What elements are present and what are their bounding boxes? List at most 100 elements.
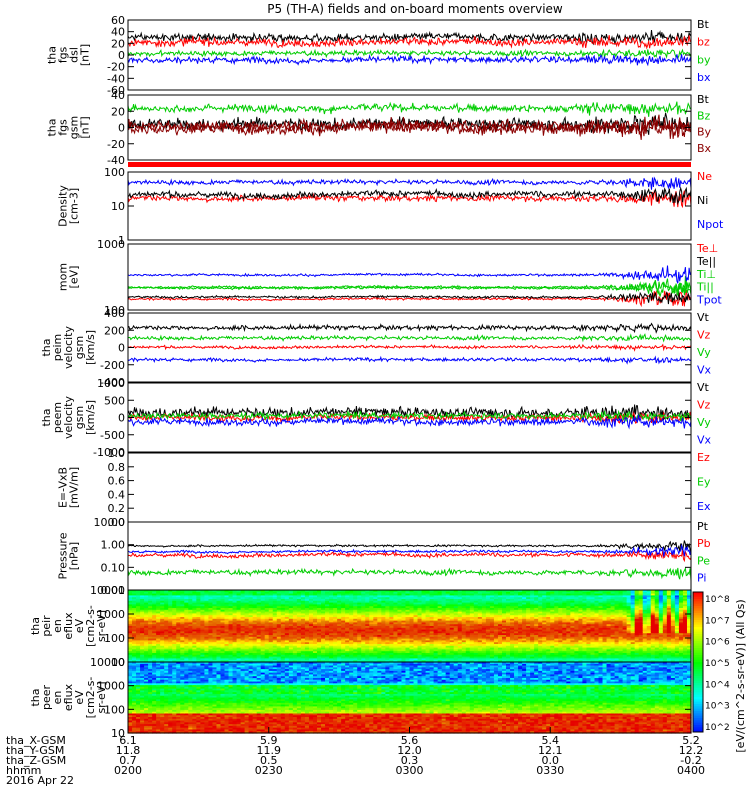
- spectrogram-cell: [156, 595, 161, 598]
- spectrogram-cell: [216, 602, 222, 605]
- spectrogram-cell: [256, 645, 262, 649]
- spectrogram-cell: [208, 618, 214, 622]
- spectrogram-cell: [164, 636, 169, 640]
- spectrogram-cell: [296, 627, 302, 631]
- spectrogram-cell: [188, 595, 193, 598]
- spectrogram-cell: [224, 660, 230, 663]
- spectrogram-cell: [308, 602, 314, 605]
- spectrogram-cell: [292, 631, 298, 634]
- spectrogram-cell: [300, 590, 306, 593]
- spectrogram-cell: [300, 636, 306, 640]
- spectrogram-cell: [236, 635, 242, 638]
- spectrogram-cell: [308, 591, 314, 595]
- spectrogram-cell: [264, 645, 270, 649]
- spectrogram-cell: [176, 617, 181, 620]
- spectrogram-cell: [260, 660, 266, 663]
- spectrogram-cell: [317, 590, 322, 593]
- spectrogram-cell: [341, 600, 346, 604]
- spectrogram-cell: [156, 642, 161, 645]
- spectrogram-cell: [160, 615, 165, 618]
- spectrogram-cell: [276, 604, 282, 607]
- spectrogram-cell: [244, 611, 250, 614]
- series-line-Bt: [127, 29, 692, 46]
- spectrogram-cell: [304, 600, 310, 604]
- spectrogram-cell: [212, 635, 218, 638]
- spectrogram-cell: [196, 622, 201, 625]
- spectrogram-cell: [164, 626, 169, 629]
- spectrogram-cell: [284, 615, 290, 618]
- spectrogram-cell: [304, 595, 310, 598]
- spectrogram-cell: [152, 608, 157, 611]
- spectrogram-cell: [160, 654, 165, 658]
- spectrogram-cell: [212, 611, 218, 614]
- spectrogram-cell: [300, 620, 306, 623]
- spectrogram-cell: [308, 626, 314, 629]
- spectrogram-cell: [180, 600, 185, 604]
- spectrogram-cell: [236, 649, 242, 652]
- spectrogram-cell: [168, 597, 173, 600]
- spectrogram-cell: [329, 624, 334, 627]
- spectrogram-cell: [216, 645, 222, 649]
- spectrogram-cell: [325, 609, 330, 613]
- legend-entry-Pi: Pi: [697, 571, 706, 584]
- spectrogram-cell: [260, 653, 266, 656]
- spectrogram-cell: [268, 620, 274, 623]
- spectrogram-cell: [232, 597, 238, 600]
- spectrogram-cell: [216, 654, 222, 658]
- spectrogram-cell: [136, 629, 141, 632]
- y-tick-label: -40: [107, 72, 125, 85]
- spectrogram-cell: [345, 656, 350, 659]
- spectrogram-cell: [236, 651, 242, 654]
- spectrogram-cell: [341, 617, 346, 620]
- y-axis-label: E=-VxB[mV/m]: [57, 467, 81, 508]
- spectrogram-cell: [132, 609, 137, 613]
- spectrogram-cell: [292, 640, 298, 643]
- spectrogram-cell: [276, 615, 282, 618]
- spectrogram-cell: [349, 645, 354, 649]
- spectrogram-cell: [232, 590, 238, 593]
- spectrogram-cell: [252, 604, 258, 607]
- spectrogram-cell: [300, 645, 306, 649]
- spectrogram-cell: [140, 600, 145, 604]
- spectrogram-cell: [256, 617, 262, 620]
- spectrogram-cell: [152, 631, 157, 634]
- spectrogram-cell: [192, 615, 197, 618]
- spectrogram-cell: [252, 649, 258, 652]
- spectrogram-cell: [192, 622, 197, 625]
- spectrogram-cell: [172, 629, 177, 632]
- spectrogram-cell: [148, 608, 153, 611]
- spectrogram-cell: [264, 597, 270, 600]
- spectrogram-cell: [280, 609, 286, 613]
- spectrogram-cell: [128, 645, 133, 649]
- spectrogram-cell: [317, 649, 322, 652]
- y-tick-label: -200: [100, 359, 125, 372]
- spectrogram-cell: [232, 645, 238, 649]
- spectrogram-cell: [260, 620, 266, 623]
- spectrogram-cell: [288, 654, 294, 658]
- spectrogram-cell: [312, 613, 318, 616]
- spectrogram-cell: [204, 595, 210, 598]
- series-line-Vy: [127, 333, 692, 343]
- spectrogram-cell: [184, 631, 189, 634]
- spectrogram-cell: [220, 638, 226, 641]
- spectrogram-cell: [240, 620, 246, 623]
- spectrogram-cell: [341, 647, 346, 650]
- spectrogram-cell: [180, 660, 185, 663]
- spectrogram-cell: [156, 644, 161, 647]
- spectrogram-cell: [140, 627, 145, 631]
- spectrogram-cell: [232, 599, 238, 602]
- spectrogram-cell: [272, 638, 278, 641]
- spectrogram-cell: [276, 644, 282, 647]
- spectrogram-cell: [341, 599, 346, 602]
- spectrogram-cell: [248, 599, 254, 602]
- spectrogram-cell: [156, 651, 161, 654]
- spectrogram-cell: [236, 653, 242, 656]
- spectrogram-cell: [268, 654, 274, 658]
- spectrogram-cell: [288, 597, 294, 600]
- spectrogram-cell: [200, 635, 206, 638]
- spectrogram-cell: [240, 645, 246, 649]
- spectrogram-cell: [212, 599, 218, 602]
- spectrogram-cell: [345, 649, 350, 652]
- spectrogram-cell: [248, 626, 254, 629]
- spectrogram-cell: [321, 626, 326, 629]
